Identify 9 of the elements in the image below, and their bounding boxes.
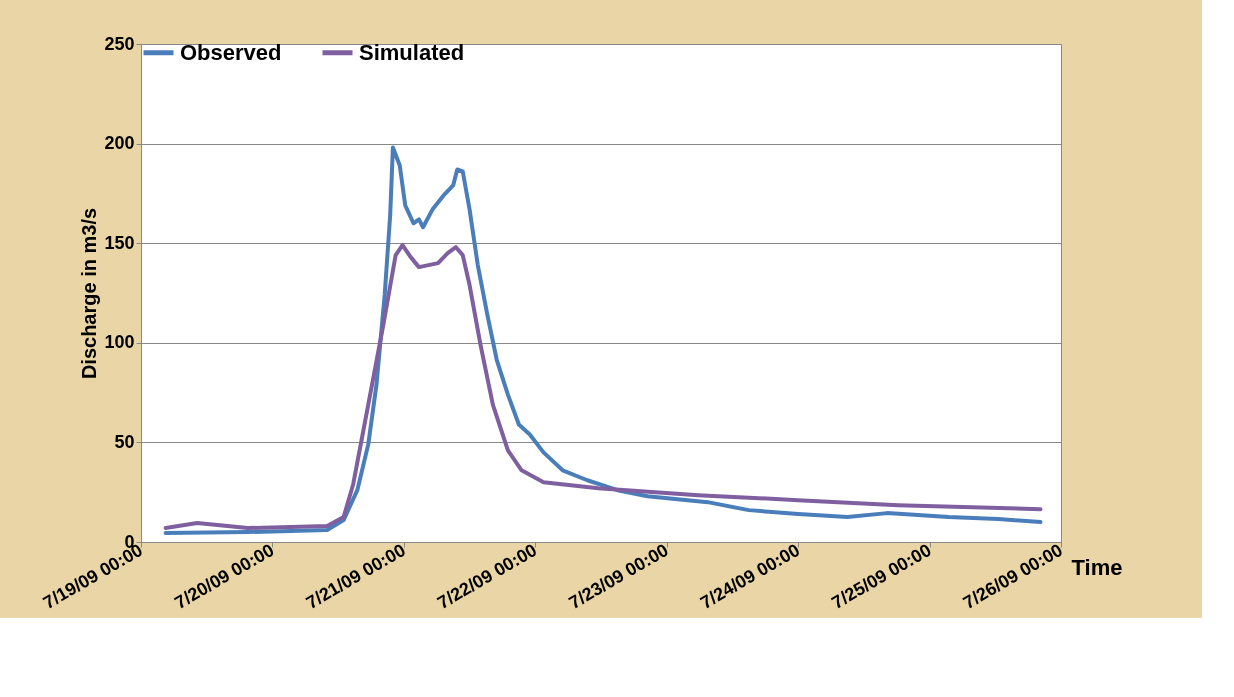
legend-label: Observed [180, 39, 282, 65]
y-axis-title: Discharge in m3/s [78, 207, 101, 380]
y-tick-label: 50 [114, 431, 135, 452]
legend-label: Simulated [359, 39, 465, 65]
y-tick-label: 200 [104, 133, 135, 154]
y-tick-label: 250 [104, 33, 135, 54]
y-tick-label: 100 [104, 332, 135, 353]
y-tick-label: 150 [104, 232, 135, 253]
x-axis-title: Time [1071, 554, 1123, 580]
